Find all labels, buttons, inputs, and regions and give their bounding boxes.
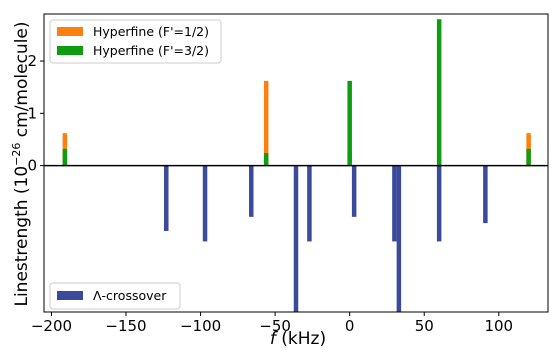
x-tick-label: −100 [180,317,221,335]
bar-series1-point0 [62,148,68,166]
y-tick-label: 2 [27,52,37,70]
legend-lambda-crossover: Λ-crossover [49,282,181,310]
x-tick-label: 100 [484,317,513,335]
plot-frame [43,13,549,313]
bar-series0-point1 [263,80,269,166]
x-axis-label-variable: f [270,329,279,349]
bar-series2-point0 [164,165,169,231]
bar-series2-point6 [392,165,397,242]
bar-series1-point4 [526,148,531,166]
y-tick-label: 0 [27,157,37,175]
x-axis-label-unit: (kHz) [276,329,326,349]
x-tick-label: −200 [31,317,72,335]
y-axis-label-tail: cm/molecule) [12,21,32,142]
bar-series2-point9 [483,165,488,224]
y-axis: 0 1 2 [27,52,44,175]
legend-label-f-half: Hyperfine (F'=1/2) [93,24,209,39]
legend-label-f-three-halves: Hyperfine (F'=3/2) [93,43,209,58]
y-axis-label: Linestrength (10−26 cm/molecule) [10,21,32,306]
bar-series1-point2 [347,80,352,166]
x-tick-label: −50 [259,317,291,335]
x-tick-label: 50 [415,317,434,335]
y-axis-label-exponent: −26 [10,143,23,166]
x-tick-label: 0 [345,317,355,335]
x-axis-label: f (kHz) [270,329,326,349]
bar-series2-point2 [249,165,254,217]
bar-series1-point1 [263,153,269,166]
bar-series2-point8 [436,165,442,242]
legend-label-lambda: Λ-crossover [93,288,167,303]
y-tick-label: 1 [27,104,37,122]
legend-swatch-f-half [57,27,83,36]
bar-series2-point4 [307,165,312,242]
x-axis: −200 −150 −100 −50 0 50 100 [31,312,513,335]
bar-series2-point7 [396,165,402,312]
legend-hyperfine: Hyperfine (F'=1/2) Hyperfine (F'=3/2) [49,19,222,64]
legend-swatch-f-three-halves [57,46,83,55]
y-axis-label-main: Linestrength (10 [12,166,32,307]
bar-series2-point1 [202,165,208,242]
bars-layer [62,19,531,312]
legend-swatch-lambda [57,291,83,300]
bar-series1-point3 [436,19,442,166]
bar-series2-point3 [293,165,299,312]
x-tick-label: −150 [105,317,146,335]
bar-series2-point5 [351,165,357,217]
